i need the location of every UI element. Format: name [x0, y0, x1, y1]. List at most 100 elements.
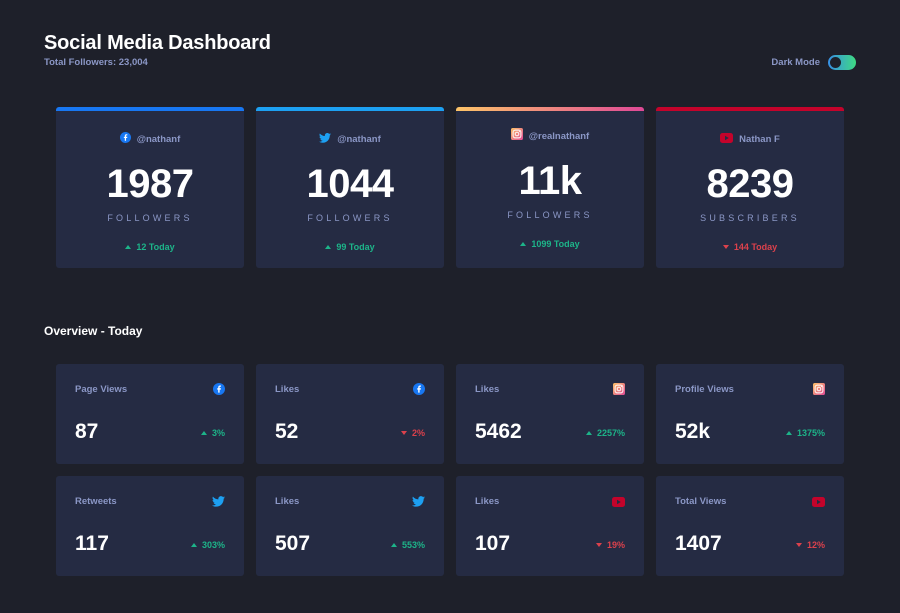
overview-change-text: 3%: [211, 428, 225, 438]
overview-change-text: 303%: [201, 540, 225, 550]
today-change: 12 Today: [56, 242, 244, 252]
overview-change: 553%: [390, 540, 425, 550]
overview-change-text: 553%: [401, 540, 425, 550]
card-handle: @nathanf: [136, 133, 181, 145]
overview-card[interactable]: Likes 507 553%: [256, 476, 444, 576]
instagram-icon: [510, 127, 523, 145]
overview-change-text: 2%: [411, 428, 425, 438]
overview-label: Profile Views: [675, 384, 734, 395]
card-twitter[interactable]: @nathanf 1044 Followers 99 Today: [256, 107, 444, 268]
overview-card[interactable]: Retweets 117 303%: [56, 476, 244, 576]
total-followers: Total Followers: 23,004: [44, 57, 148, 68]
facebook-icon: [213, 382, 225, 400]
arrow-up-icon: [200, 431, 207, 435]
follower-unit: Followers: [307, 213, 393, 223]
follower-unit: Subscribers: [700, 213, 800, 223]
overview-value: 52: [275, 420, 299, 443]
arrow-up-icon: [390, 543, 397, 547]
follower-unit: Followers: [107, 213, 193, 223]
dashboard-header: Social Media Dashboard Total Followers: …: [44, 32, 271, 68]
overview-change-text: 1375%: [796, 428, 825, 438]
youtube-icon: [720, 130, 734, 148]
overview-change: 2257%: [585, 428, 625, 438]
arrow-up-icon: [125, 245, 132, 249]
overview-label: Likes: [475, 384, 500, 395]
toggle-knob: [830, 57, 841, 68]
card-handle: @realnathanf: [528, 130, 590, 142]
follower-unit: Followers: [507, 210, 593, 220]
overview-label: Likes: [275, 384, 300, 395]
dark-mode-label: Dark Mode: [771, 57, 820, 68]
overview-value: 117: [75, 532, 109, 555]
overview-card[interactable]: Total Views 1407 12%: [656, 476, 844, 576]
overview-change: 3%: [200, 428, 225, 438]
page-title: Social Media Dashboard: [44, 32, 271, 54]
overview-change: 2%: [400, 428, 425, 438]
overview-change-text: 12%: [806, 540, 825, 550]
today-change: 144 Today: [656, 242, 844, 252]
today-change-text: 99 Today: [336, 242, 375, 252]
card-accent-bar: [256, 107, 444, 111]
follower-count: 11k: [518, 159, 582, 203]
overview-value: 5462: [475, 420, 522, 443]
overview-card[interactable]: Profile Views 52k 1375%: [656, 364, 844, 464]
twitter-icon: [212, 494, 225, 512]
overview-change: 1375%: [785, 428, 825, 438]
dark-mode-toggle[interactable]: [828, 55, 856, 70]
instagram-icon: [813, 382, 825, 400]
youtube-icon: [612, 494, 625, 512]
today-change-text: 12 Today: [136, 242, 175, 252]
overview-title: Overview - Today: [44, 324, 143, 338]
arrow-down-icon: [400, 431, 407, 435]
twitter-icon: [412, 494, 425, 512]
overview-label: Total Views: [675, 496, 727, 507]
follower-count: 1987: [106, 162, 194, 206]
dark-mode-toggle-group: Dark Mode: [771, 55, 856, 70]
card-handle: Nathan F: [739, 133, 780, 145]
youtube-icon: [812, 494, 825, 512]
facebook-icon: [413, 382, 425, 400]
overview-value: 1407: [675, 532, 722, 555]
card-facebook[interactable]: @nathanf 1987 Followers 12 Today: [56, 107, 244, 268]
card-instagram[interactable]: @realnathanf 11k Followers 1099 Today: [456, 107, 644, 268]
overview-value: 87: [75, 420, 99, 443]
overview-card[interactable]: Likes 52 2%: [256, 364, 444, 464]
today-change: 1099 Today: [456, 239, 644, 249]
overview-label: Likes: [275, 496, 300, 507]
overview-change: 12%: [795, 540, 825, 550]
arrow-up-icon: [585, 431, 592, 435]
overview-label: Retweets: [75, 496, 117, 507]
facebook-icon: [119, 130, 131, 148]
follower-count: 1044: [306, 162, 394, 206]
arrow-up-icon: [520, 242, 527, 246]
today-change-text: 1099 Today: [531, 239, 580, 249]
overview-label: Page Views: [75, 384, 128, 395]
today-change: 99 Today: [256, 242, 444, 252]
arrow-up-icon: [785, 431, 792, 435]
instagram-icon: [613, 382, 625, 400]
twitter-icon: [319, 130, 332, 148]
overview-label: Likes: [475, 496, 500, 507]
arrow-down-icon: [595, 543, 602, 547]
overview-value: 507: [275, 532, 311, 555]
follower-count: 8239: [706, 162, 794, 206]
overview-change-text: 2257%: [596, 428, 625, 438]
card-accent-bar: [56, 107, 244, 111]
arrow-down-icon: [722, 245, 729, 249]
today-change-text: 144 Today: [733, 242, 778, 252]
card-youtube[interactable]: Nathan F 8239 Subscribers 144 Today: [656, 107, 844, 268]
overview-value: 107: [475, 532, 511, 555]
arrow-up-icon: [190, 543, 197, 547]
card-accent-bar: [656, 107, 844, 111]
overview-change: 19%: [595, 540, 625, 550]
overview-card[interactable]: Likes 107 19%: [456, 476, 644, 576]
card-handle: @nathanf: [337, 133, 381, 145]
overview-change: 303%: [190, 540, 225, 550]
arrow-up-icon: [325, 245, 332, 249]
overview-change-text: 19%: [606, 540, 625, 550]
overview-value: 52k: [675, 420, 711, 443]
overview-card[interactable]: Likes 5462 2257%: [456, 364, 644, 464]
card-accent-bar: [456, 107, 644, 111]
overview-card[interactable]: Page Views 87 3%: [56, 364, 244, 464]
arrow-down-icon: [795, 543, 802, 547]
